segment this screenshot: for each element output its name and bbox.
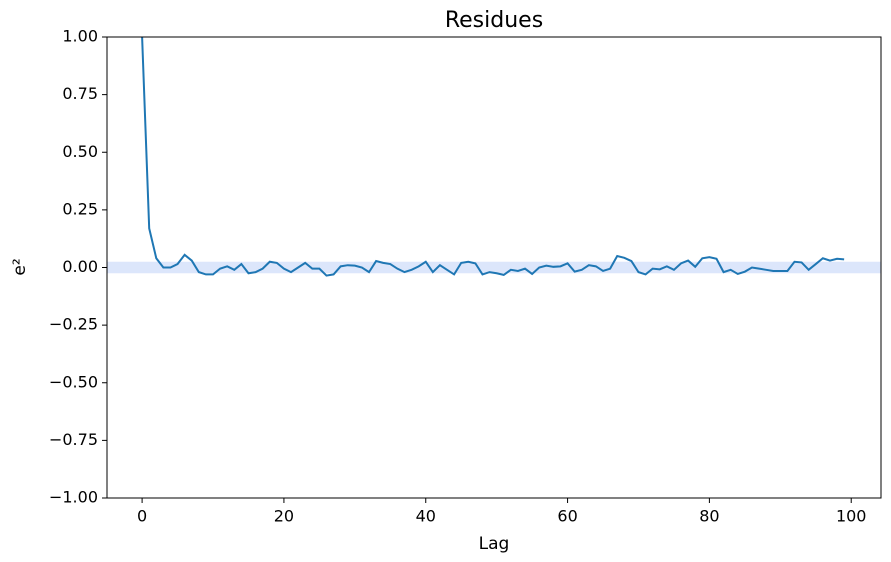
confidence-band — [107, 261, 881, 274]
y-tick-label: −1.00 — [49, 488, 98, 507]
x-tick-label: 20 — [274, 507, 294, 526]
x-tick-label: 100 — [836, 507, 867, 526]
x-tick-label: 0 — [137, 507, 147, 526]
y-tick-label: 0.75 — [62, 84, 98, 103]
x-tick-label: 60 — [557, 507, 577, 526]
x-axis-label: Lag — [479, 534, 510, 554]
chart-title: Residues — [445, 8, 543, 33]
y-tick-label: 1.00 — [62, 27, 98, 46]
y-tick-label: 0.25 — [62, 199, 98, 218]
plot-frame — [106, 36, 882, 499]
y-tick-label: 0.00 — [62, 257, 98, 276]
y-tick-label: −0.25 — [49, 315, 98, 334]
y-axis-label: e² — [10, 258, 30, 275]
x-tick-label: 80 — [699, 507, 719, 526]
y-tick-label: −0.50 — [49, 372, 98, 391]
series-line — [141, 37, 845, 277]
x-tick-label: 40 — [416, 507, 436, 526]
y-tick-label: 0.50 — [62, 142, 98, 161]
y-tick-label: −0.75 — [49, 430, 98, 449]
